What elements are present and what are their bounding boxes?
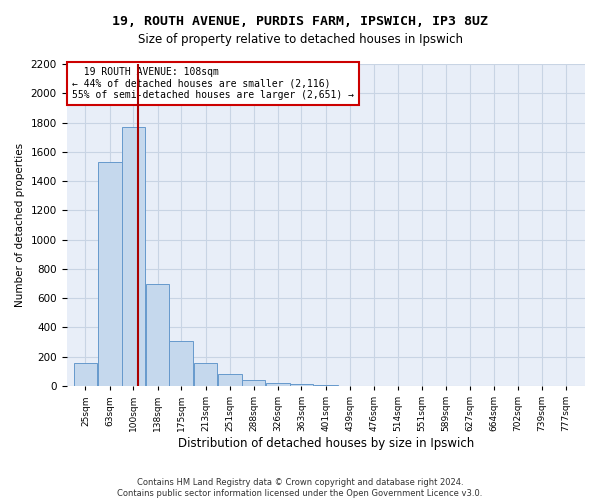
Text: Size of property relative to detached houses in Ipswich: Size of property relative to detached ho… (137, 32, 463, 46)
Bar (146, 284, 169, 386)
Bar (74, 364, 97, 386)
Bar (194, 363, 217, 386)
Bar (314, 385, 338, 386)
Bar (122, 127, 145, 386)
Text: 19 ROUTH AVENUE: 108sqm
← 44% of detached houses are smaller (2,116)
55% of semi: 19 ROUTH AVENUE: 108sqm ← 44% of detache… (72, 67, 354, 100)
Bar (242, 380, 265, 386)
Bar (218, 374, 242, 386)
X-axis label: Distribution of detached houses by size in Ipswich: Distribution of detached houses by size … (178, 437, 474, 450)
Text: 19, ROUTH AVENUE, PURDIS FARM, IPSWICH, IP3 8UZ: 19, ROUTH AVENUE, PURDIS FARM, IPSWICH, … (112, 15, 488, 28)
Bar (290, 384, 313, 386)
Bar (98, 162, 122, 386)
Text: Contains HM Land Registry data © Crown copyright and database right 2024.
Contai: Contains HM Land Registry data © Crown c… (118, 478, 482, 498)
Bar (266, 383, 290, 386)
Bar (169, 340, 193, 386)
Y-axis label: Number of detached properties: Number of detached properties (15, 143, 25, 307)
